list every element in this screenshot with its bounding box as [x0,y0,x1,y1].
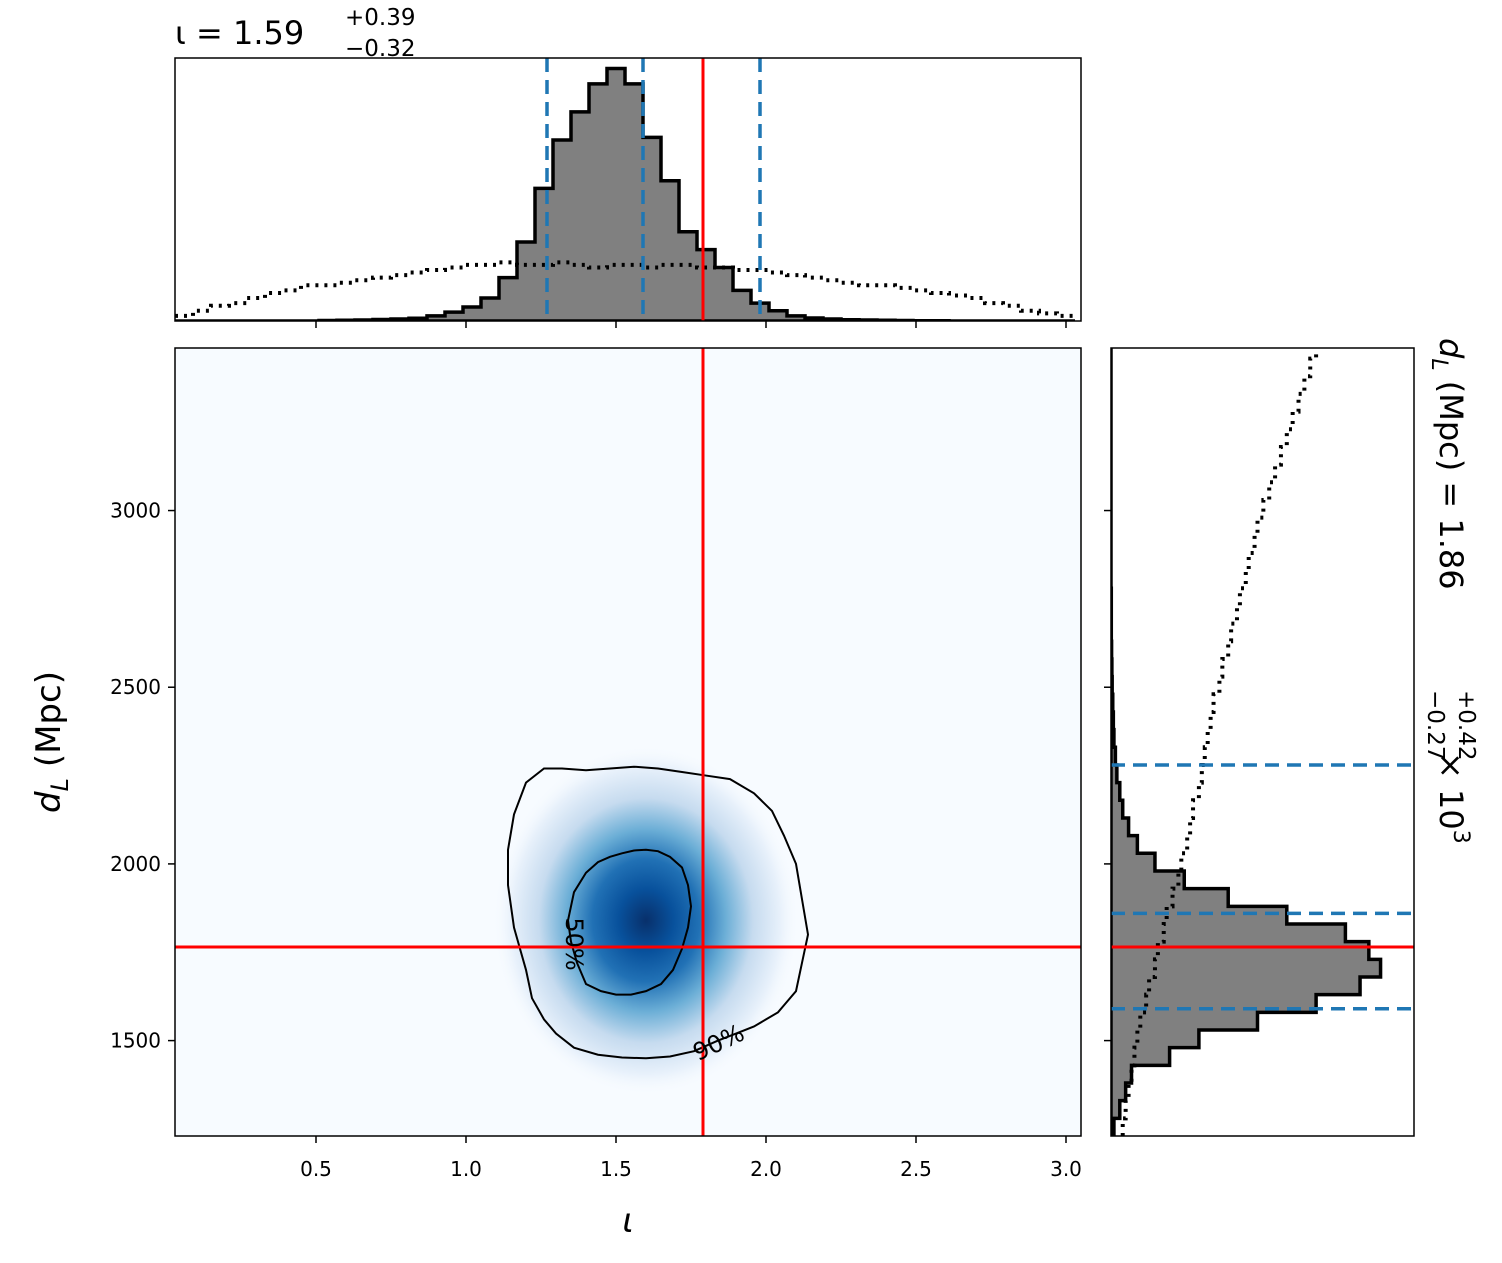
joint-frame [174,347,1082,1137]
dl-title-minus: −0.27 [1422,690,1448,760]
y-tick-label-3: 3000 [110,499,161,523]
dl-marginal-frame [1110,347,1415,1137]
x-tick-label-3: 2.0 [750,1157,782,1181]
dl-title-text: dL (Mpc) = 1.86 [1426,338,1470,590]
iota-title-value: = 1.59 [186,14,304,52]
x-tick-label-0: 0.5 [300,1157,332,1181]
x-axis-label: ι [622,1201,634,1241]
x-tick-label-4: 2.5 [900,1157,932,1181]
iota-title-plus: +0.39 [345,5,415,31]
dl-title: dL (Mpc) = 1.86 +0.42 −0.27 × 103 [1422,338,1479,844]
iota-prior-histogram [175,260,1075,318]
dl-posterior-histogram [1111,348,1383,1136]
iota-posterior-histogram [175,66,1075,321]
dl-title-plus: +0.42 [1453,690,1479,760]
x-tick-label-5: 3.0 [1050,1157,1082,1181]
y-tick-label-2: 2500 [110,675,161,699]
y-tick-label-0: 1500 [110,1029,161,1053]
y-axis-label-unit: (Mpc) [29,671,69,778]
dl-title-exp: 3 [1448,830,1473,844]
iota-marginal-frame [174,57,1082,322]
y-axis-label: dL (Mpc) [29,671,74,813]
iota-marginal-panel: ι = 1.59 +0.39 −0.32 [174,5,1082,328]
joint-posterior-panel: 50% 90% 0.5 1.0 1.5 2.0 2.5 3.0 1500200025003… [29,347,1082,1241]
x-tick-label-2: 1.5 [600,1157,632,1181]
iota-title: ι = 1.59 [175,14,304,52]
iota-title-symbol: ι [175,14,186,52]
dl-title-mid: (Mpc) = 1.86 [1432,371,1470,590]
dl-title-tail-text: × 10 [1432,752,1470,830]
contour-90 [507,765,810,1060]
dl-title-main: d [1432,338,1470,359]
y-axis-label-main: d [29,791,69,813]
y-tick-label-1: 2000 [110,852,161,876]
x-tick-label-1: 1.0 [450,1157,482,1181]
contour-50 [566,848,693,996]
dl-marginal-panel: dL (Mpc) = 1.86 +0.42 −0.27 × 103 [1104,338,1479,1137]
iota-title-minus: −0.32 [345,36,415,62]
contour-label-50: 50% [560,917,588,970]
joint-density-blob [493,745,799,1096]
dl-title-sub: L [1426,358,1451,370]
y-axis-label-sub: L [46,778,74,791]
dl-title-tail: × 103 [1432,752,1473,844]
